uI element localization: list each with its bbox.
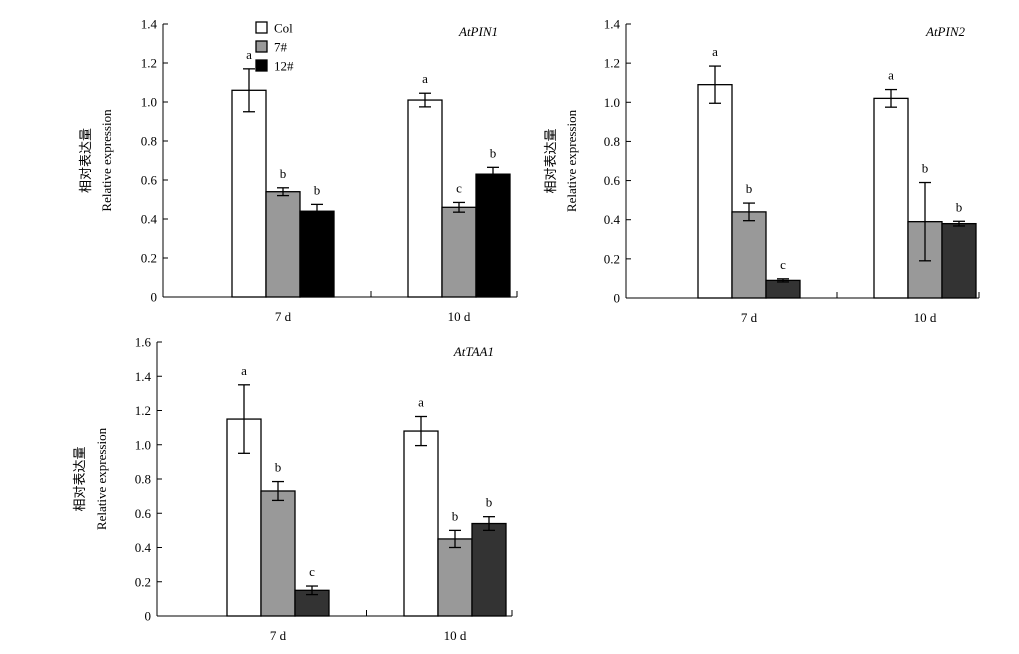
y-tick-label: 0.6 (135, 506, 152, 521)
bar-Col-10d (403, 430, 439, 617)
y-tick-label: 0.2 (135, 574, 151, 589)
x-tick-label: 7 d (275, 309, 292, 324)
significance-letter: a (246, 47, 252, 62)
x-tick-label: 7 d (270, 628, 287, 643)
bar-12-10d (941, 222, 977, 299)
legend-swatch (255, 59, 268, 72)
panel-title: AtPIN2 (925, 24, 965, 39)
y-tick-label: 0.2 (141, 251, 157, 266)
y-tick-label: 0.4 (604, 212, 621, 227)
y-tick-label: 1.2 (141, 56, 157, 71)
y-tick-label: 1.0 (135, 437, 151, 452)
significance-letter: a (241, 363, 247, 378)
chart-panel-atpin1: 0 0.2 0.4 0.6 0.8 1.0 1.2 1.4 7 d 10 d a a b c b b AtPIN… (78, 17, 518, 324)
legend: Col 7# 12# (255, 21, 294, 74)
panel-title: AtPIN1 (458, 24, 498, 39)
panel-title: AtTAA1 (453, 344, 494, 359)
y-axis-label-cn: 相对表达量 (72, 446, 87, 511)
significance-letter: b (922, 161, 929, 176)
y-tick-label: 0.8 (135, 472, 151, 487)
y-tick-label: 1.2 (135, 403, 151, 418)
bar-12-7d (765, 279, 801, 299)
y-axis-label: Relative expression (94, 427, 109, 530)
y-tick-label: 1.0 (604, 95, 620, 110)
chart-panel-attaa1: 0 0.2 0.4 0.6 0.8 1.0 1.2 1.4 1.6 7 d 10 d a a b b c b At… (72, 335, 513, 643)
significance-letter: b (956, 199, 963, 214)
bar-7-10d (441, 206, 477, 298)
legend-label: 12# (274, 59, 294, 74)
significance-letter: a (422, 71, 428, 86)
y-tick-label: 0.8 (141, 134, 157, 149)
y-axis-label: Relative expression (564, 109, 579, 212)
y-tick-label: 0.6 (604, 173, 621, 188)
chart-panel-atpin2: 0 0.2 0.4 0.6 0.8 1.0 1.2 1.4 7 d 10 d a a b b c b AtPIN… (543, 17, 980, 325)
bar-Col-10d (407, 99, 443, 298)
x-tick-label: 10 d (444, 628, 467, 643)
bar-7-7d (731, 211, 767, 299)
bar-Col-7d (231, 89, 267, 298)
bar-7-10d (437, 538, 473, 617)
significance-letter: b (275, 460, 282, 475)
significance-letter: c (456, 180, 462, 195)
y-tick-label: 0.8 (604, 134, 620, 149)
y-tick-label: 0 (151, 290, 158, 305)
bar-12-10d (475, 173, 511, 298)
y-axis-label: Relative expression (99, 109, 114, 212)
significance-letter: b (314, 182, 321, 197)
significance-letter: b (490, 145, 497, 160)
bar-Col-10d (873, 97, 909, 299)
significance-letter: b (486, 495, 493, 510)
significance-letter: b (452, 508, 459, 523)
y-tick-label: 1.4 (141, 17, 158, 32)
bar-12-7d (299, 210, 335, 298)
significance-letter: a (712, 44, 718, 59)
x-tick-label: 10 d (448, 309, 471, 324)
significance-letter: a (888, 68, 894, 83)
significance-letter: c (780, 257, 786, 272)
y-tick-label: 1.4 (604, 17, 621, 32)
bar-Col-7d (697, 84, 733, 299)
y-tick-label: 0.4 (141, 212, 158, 227)
y-tick-label: 0 (145, 609, 152, 624)
y-tick-label: 1.2 (604, 56, 620, 71)
bar-7-7d (260, 490, 296, 617)
legend-swatch (255, 21, 268, 34)
legend-label: 7# (274, 40, 288, 55)
significance-letter: c (309, 564, 315, 579)
bar-12-10d (471, 522, 507, 617)
y-tick-label: 0.6 (141, 173, 158, 188)
significance-letter: b (746, 181, 753, 196)
y-tick-label: 0 (614, 291, 621, 306)
y-tick-label: 1.0 (141, 95, 157, 110)
y-tick-label: 0.4 (135, 540, 152, 555)
significance-letter: a (418, 394, 424, 409)
significance-letter: b (280, 166, 287, 181)
legend-label: Col (274, 21, 293, 36)
y-tick-label: 0.2 (604, 251, 620, 266)
x-tick-label: 7 d (741, 310, 758, 325)
y-tick-label: 1.6 (135, 335, 152, 350)
legend-swatch (255, 40, 268, 53)
x-tick-label: 10 d (914, 310, 937, 325)
y-axis-label-cn: 相对表达量 (78, 128, 93, 193)
bar-7-7d (265, 191, 301, 298)
y-tick-label: 1.4 (135, 369, 152, 384)
y-axis-label-cn: 相对表达量 (543, 128, 558, 193)
